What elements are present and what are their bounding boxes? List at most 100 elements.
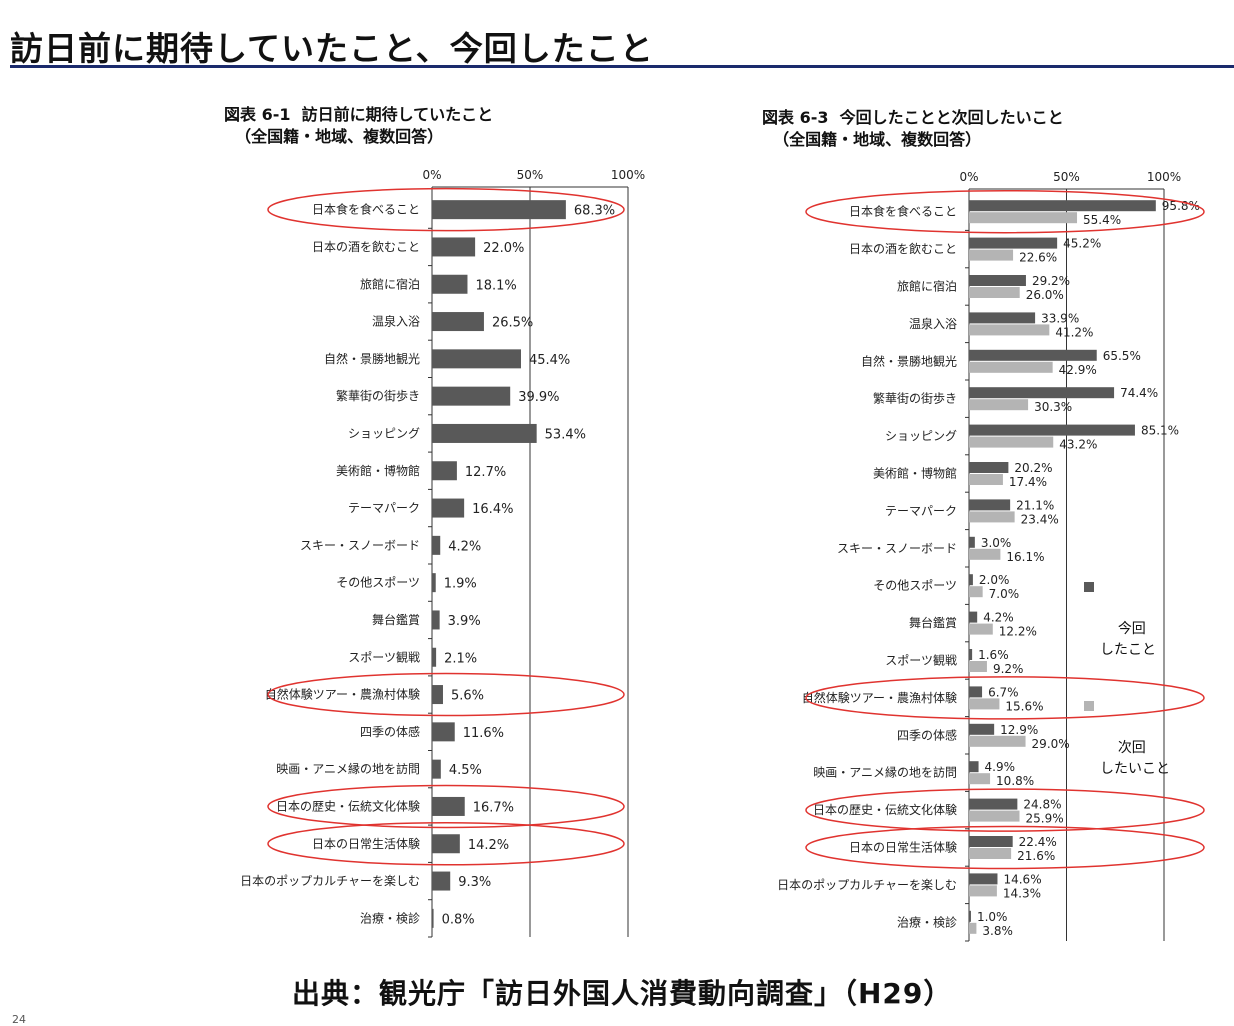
bar-next-time — [969, 810, 1020, 822]
bar-value-label: 18.1% — [475, 278, 516, 293]
bar-next-time — [969, 399, 1029, 411]
category-label: スポーツ観戦 — [348, 650, 420, 664]
bar — [432, 349, 521, 369]
bar-value-label-next-time: 25.9% — [1026, 812, 1064, 826]
bar — [432, 647, 437, 667]
category-label: 旅館に宿泊 — [360, 276, 420, 291]
category-label: 日本食を食べること — [312, 202, 420, 217]
bar-value-label-next-time: 7.0% — [989, 587, 1020, 601]
bar-value-label-next-time: 42.9% — [1059, 363, 1097, 377]
category-label: 繁華街の街歩き — [873, 391, 957, 406]
category-label: 美術館・博物館 — [336, 463, 420, 478]
bar-value-label-next-time: 23.4% — [1021, 512, 1059, 526]
category-label: ショッピング — [885, 429, 957, 443]
bar — [432, 461, 457, 481]
bar-next-time — [969, 586, 983, 598]
category-label: ショッピング — [348, 426, 420, 440]
bar-next-time — [969, 698, 1000, 710]
bar-value-label-this-time: 45.2% — [1063, 237, 1101, 251]
bar-value-label-this-time: 21.1% — [1016, 498, 1054, 512]
category-label: 温泉入浴 — [372, 315, 420, 329]
bar-value-label: 4.5% — [449, 763, 482, 778]
category-label: 温泉入浴 — [909, 317, 957, 331]
category-label: 日本の酒を飲むこと — [849, 241, 957, 256]
bar-this-time — [969, 723, 995, 735]
page-title: 訪日前に期待していたこと、今回したこと — [10, 29, 654, 68]
category-label: 自然・景勝地観光 — [324, 351, 420, 366]
bar-value-label: 11.6% — [463, 726, 504, 741]
bar — [432, 200, 566, 220]
bar-this-time — [969, 275, 1026, 286]
category-label: 映画・アニメ縁の地を訪問 — [813, 765, 957, 780]
bar-value-label: 3.9% — [448, 614, 481, 629]
x-tick-label: 100% — [611, 168, 645, 182]
legend-swatch-dark — [1084, 582, 1094, 592]
bar-value-label-this-time: 1.0% — [977, 910, 1008, 924]
bar-value-label-this-time: 14.6% — [1003, 872, 1041, 886]
bar-value-label-next-time: 3.8% — [982, 924, 1013, 938]
bar — [432, 274, 468, 294]
category-label: 美術館・博物館 — [873, 466, 957, 481]
bar-next-time — [969, 474, 1003, 485]
bar-this-time — [969, 798, 1018, 810]
category-label: 日本の歴史・伝統文化体験 — [813, 802, 957, 817]
bar-this-time — [969, 312, 1036, 324]
bar-this-time — [969, 611, 978, 623]
bar-value-label-next-time: 21.6% — [1017, 849, 1055, 863]
bar-value-label-next-time: 41.2% — [1055, 325, 1093, 339]
bar-this-time — [969, 424, 1135, 436]
bar-value-label-this-time: 33.9% — [1041, 311, 1079, 325]
category-label: 治療・検診 — [897, 914, 957, 929]
bar-this-time — [969, 761, 979, 773]
bar-next-time — [969, 436, 1054, 448]
bar-next-time — [969, 848, 1012, 859]
bar-value-label-this-time: 2.0% — [979, 573, 1010, 587]
highlight-ellipse — [267, 672, 625, 717]
legend-label-next-time: 次回 したいこと — [1100, 740, 1170, 777]
bar-value-label: 0.8% — [442, 912, 475, 927]
bar-value-label: 14.2% — [468, 838, 509, 853]
chart2-legend: 今回 したこと 次回 したいこと — [1084, 577, 1170, 815]
category-label: 映画・アニメ縁の地を訪問 — [276, 761, 420, 776]
bar-value-label-this-time: 65.5% — [1103, 349, 1141, 363]
bar — [432, 237, 476, 257]
chart2-title: 図表 6-3 今回したことと次回したいこと （全国籍・地域、複数回答） — [762, 108, 1064, 149]
category-label: 自然体験ツアー・農漁村体験 — [802, 690, 957, 705]
bar — [432, 834, 460, 854]
bar-value-label-next-time: 55.4% — [1083, 213, 1121, 227]
bar — [432, 908, 434, 928]
category-label: 日本の歴史・伝統文化体験 — [276, 798, 420, 813]
bar-next-time — [969, 885, 997, 897]
legend-label-this-time: 今回 したこと — [1100, 621, 1156, 658]
bar — [432, 535, 441, 555]
bar-value-label: 22.0% — [483, 241, 524, 256]
legend-swatch-light — [1084, 701, 1094, 711]
bar-next-time — [969, 249, 1014, 261]
bar-value-label: 2.1% — [444, 651, 477, 666]
bar-this-time — [969, 349, 1097, 361]
category-label: 日本食を食べること — [849, 204, 957, 219]
bar-next-time — [969, 511, 1015, 523]
bar-next-time — [969, 773, 991, 785]
bar-this-time — [969, 910, 971, 922]
highlight-ellipse — [267, 784, 625, 829]
bar-value-label-next-time: 15.6% — [1005, 699, 1043, 713]
bar-this-time — [969, 200, 1156, 212]
bar — [432, 610, 440, 630]
category-label: 四季の体感 — [360, 724, 420, 739]
bar-value-label-next-time: 12.2% — [999, 625, 1037, 639]
bar — [432, 386, 511, 406]
bar-value-label-next-time: 26.0% — [1026, 288, 1064, 302]
bar-next-time — [969, 623, 993, 635]
x-tick-label: 50% — [517, 168, 544, 182]
bar-this-time — [969, 873, 998, 885]
category-label: 日本のポップカルチャーを楽しむ — [777, 878, 957, 892]
bar-value-label-this-time: 74.4% — [1120, 386, 1158, 400]
bar-value-label-next-time: 29.0% — [1032, 737, 1070, 751]
bar-this-time — [969, 237, 1058, 249]
category-label: その他スポーツ — [336, 576, 420, 590]
bar-next-time — [969, 735, 1026, 747]
bar — [432, 759, 441, 779]
